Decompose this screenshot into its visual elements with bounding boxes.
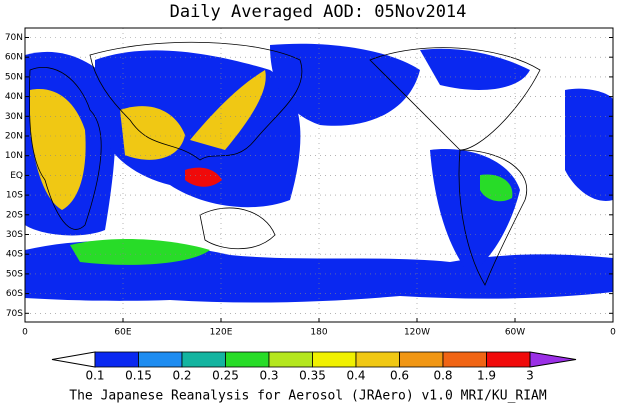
lon-label: 0: [22, 328, 28, 338]
aod-field: [565, 88, 613, 201]
aod-field: [185, 167, 222, 187]
colorbar-box: [94, 351, 139, 368]
lat-label: 40S: [6, 250, 23, 260]
colorbar-label: 0.8: [433, 369, 452, 383]
lat-label: 50S: [6, 269, 23, 279]
aod-field: [420, 48, 530, 90]
colorbar-box: [355, 351, 400, 368]
lat-label: 50N: [5, 72, 23, 82]
aod-field: [70, 238, 210, 265]
lat-label: 30N: [5, 112, 23, 122]
colorbar-box: [312, 351, 357, 368]
lon-label: 180: [310, 328, 327, 338]
colorbar-under: [51, 351, 96, 368]
colorbar-box: [138, 351, 183, 368]
colorbar-box: [399, 351, 444, 368]
coastline: [89, 41, 303, 161]
colorbar-box: [268, 351, 313, 368]
colorbar-box: [181, 351, 226, 368]
colorbar-label: 0.3: [259, 369, 278, 383]
coastline: [369, 47, 541, 151]
colorbar-box: [442, 351, 487, 368]
coastline: [28, 67, 102, 230]
lat-label: 10N: [5, 151, 23, 161]
colorbar-label: 0.1: [85, 369, 104, 383]
colorbar-label: 0.6: [390, 369, 409, 383]
colorbar-label: 0.35: [299, 369, 326, 383]
lat-label: 20S: [6, 210, 23, 220]
lat-label: 60N: [5, 53, 23, 63]
lon-label: 120E: [210, 328, 233, 338]
lon-label: 0: [610, 328, 616, 338]
map: [24, 27, 614, 323]
lat-label: 30S: [6, 230, 23, 240]
lat-label: 70S: [6, 309, 23, 319]
colorbar-label: 1.9: [477, 369, 496, 383]
aod-field: [120, 106, 185, 160]
footer: The Japanese Reanalysis for Aerosol (JRA…: [69, 389, 547, 404]
colorbar-label: 0.4: [346, 369, 365, 383]
lon-label: 120W: [404, 328, 430, 338]
colorbar-over: [529, 351, 577, 368]
lat-label: EQ: [10, 171, 23, 181]
colorbar-label: 0.15: [125, 369, 152, 383]
coastline: [199, 207, 276, 250]
lat-label: 70N: [5, 33, 23, 43]
aod-field: [270, 43, 420, 126]
title: Daily Averaged AOD: 05Nov2014: [170, 2, 467, 22]
colorbar-label: 0.2: [172, 369, 191, 383]
lat-label: 40N: [5, 92, 23, 102]
lat-label: 10S: [6, 191, 23, 201]
colorbar-box: [486, 351, 531, 368]
aod-field: [480, 174, 513, 202]
colorbar-label: 3: [526, 369, 534, 383]
lat-label: 20N: [5, 132, 23, 142]
lat-label: 60S: [6, 289, 23, 299]
aod-field: [30, 89, 86, 210]
colorbar-label: 0.25: [212, 369, 239, 383]
lon-label: 60W: [505, 328, 525, 338]
aod-field: [190, 70, 266, 150]
colorbar-box: [225, 351, 270, 368]
coastline: [458, 149, 528, 286]
lon-label: 60E: [114, 328, 131, 338]
